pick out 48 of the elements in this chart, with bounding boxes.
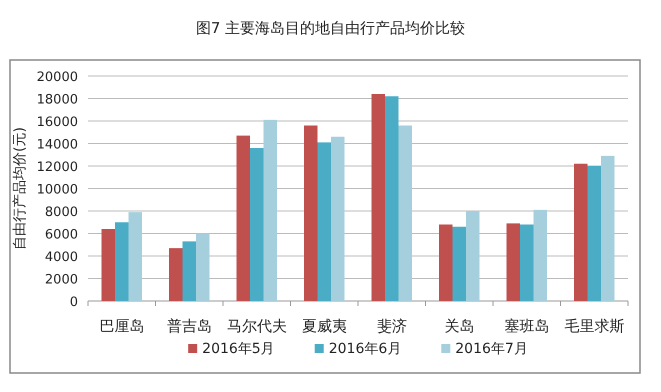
bar	[506, 223, 520, 301]
bar	[115, 222, 128, 301]
x-tick-label: 巴厘岛	[99, 317, 144, 335]
x-tick-label: 毛里求斯	[564, 317, 624, 335]
bar	[588, 166, 601, 301]
y-tick-label: 20000	[36, 70, 78, 85]
y-tick-label: 2000	[44, 272, 78, 288]
y-tick-label: 8000	[44, 205, 78, 220]
bar	[520, 224, 534, 301]
x-tick-label: 斐济	[376, 317, 407, 335]
y-axis-title: 自由行产品均价(元)	[12, 127, 28, 250]
y-tick-label: 16000	[36, 115, 78, 130]
x-tick-label: 马尔代夫	[226, 317, 287, 335]
bar	[169, 248, 182, 301]
bar	[574, 164, 588, 301]
bar	[264, 120, 277, 301]
legend-label: 2016年5月	[202, 341, 275, 357]
bar	[534, 210, 547, 301]
y-tick-label: 14000	[36, 138, 78, 152]
chart-title: 图7 主要海岛目的地自由行产品均价比较	[196, 19, 466, 37]
x-tick-label: 关岛	[444, 317, 474, 335]
bar	[182, 241, 196, 301]
bar	[385, 96, 398, 301]
y-tick-label: 12000	[36, 160, 78, 175]
bar	[452, 226, 466, 301]
bar	[102, 229, 115, 301]
bar	[196, 234, 210, 301]
bar	[304, 126, 318, 301]
bar	[236, 136, 250, 301]
y-tick-label: 18000	[36, 92, 78, 108]
bar	[128, 212, 142, 301]
y-tick-label: 10000	[36, 182, 78, 198]
bar	[439, 224, 452, 301]
y-tick-label: 6000	[44, 228, 78, 242]
y-tick-label: 0	[70, 295, 78, 310]
x-tick-label: 塞班岛	[504, 317, 550, 335]
bar	[318, 142, 331, 301]
bar	[250, 148, 264, 301]
bar	[372, 94, 385, 301]
y-tick-label: 4000	[44, 250, 78, 265]
x-tick-label: 普吉岛	[166, 317, 212, 335]
bar	[331, 136, 344, 301]
bar	[601, 156, 614, 301]
legend-label: 2016年6月	[328, 341, 402, 357]
legend-label: 2016年7月	[455, 341, 528, 357]
bar	[466, 211, 480, 301]
bar	[398, 126, 412, 301]
x-tick-label: 夏威夷	[302, 317, 347, 335]
